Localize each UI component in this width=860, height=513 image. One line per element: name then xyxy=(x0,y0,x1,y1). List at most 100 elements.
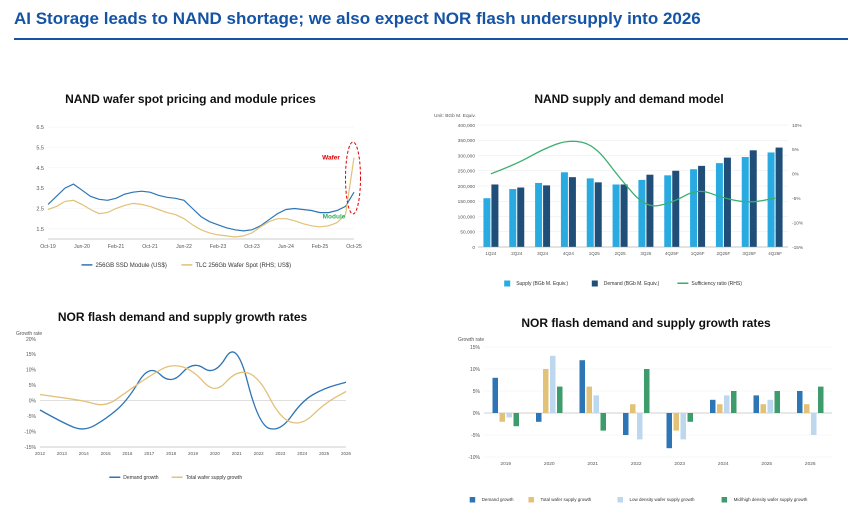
svg-text:Supply (BGb M. Equiv.): Supply (BGb M. Equiv.) xyxy=(516,281,568,287)
svg-text:2023: 2023 xyxy=(674,461,685,467)
svg-text:2.5: 2.5 xyxy=(36,206,44,212)
svg-text:4.5: 4.5 xyxy=(36,166,44,172)
svg-text:5%: 5% xyxy=(792,147,800,153)
svg-text:2013: 2013 xyxy=(57,451,68,456)
svg-text:-5%: -5% xyxy=(792,196,801,202)
svg-text:2014: 2014 xyxy=(79,451,90,456)
svg-text:1Q24: 1Q24 xyxy=(485,251,497,256)
svg-text:Feb-21: Feb-21 xyxy=(108,244,125,250)
svg-text:Growth rate: Growth rate xyxy=(16,331,42,337)
svg-text:2022: 2022 xyxy=(631,461,642,467)
svg-text:350,000: 350,000 xyxy=(458,138,476,144)
svg-text:Oct-19: Oct-19 xyxy=(40,244,56,250)
svg-text:5%: 5% xyxy=(473,389,481,395)
svg-text:300,000: 300,000 xyxy=(458,153,476,159)
nand-pricing-chart: 1.5 2.5 3.5 4.5 5.5 6.5 Oct-19 Jun-20 Feb-21 Oct-… xyxy=(36,125,362,269)
svg-text:2019: 2019 xyxy=(188,451,199,456)
svg-text:2024: 2024 xyxy=(718,461,729,467)
svg-text:3.5: 3.5 xyxy=(36,186,44,192)
svg-text:Demand (BGb M. Equiv.): Demand (BGb M. Equiv.) xyxy=(604,281,660,287)
panel-nand-pricing: NAND wafer spot pricing and module price… xyxy=(18,92,363,281)
chart-title-nand-supply-demand: NAND supply and demand model xyxy=(534,92,724,106)
svg-text:Demand growth: Demand growth xyxy=(123,475,159,481)
svg-text:-15%: -15% xyxy=(24,445,36,451)
svg-text:2018: 2018 xyxy=(166,451,177,456)
svg-text:Wafer: Wafer xyxy=(322,155,340,162)
svg-text:Growth rate: Growth rate xyxy=(458,337,484,343)
svg-text:2020: 2020 xyxy=(544,461,555,467)
svg-text:100,000: 100,000 xyxy=(458,214,476,220)
svg-text:Mid/high density wafer supply: Mid/high density wafer supply growth xyxy=(734,497,808,502)
svg-text:2019: 2019 xyxy=(500,461,511,467)
svg-text:2024: 2024 xyxy=(297,451,308,456)
svg-text:2Q26F: 2Q26F xyxy=(717,251,731,256)
nor-growth-bar-chart: Growth rate -10% -5% 0% 5% 10% 15% 2019 2020 2021… xyxy=(458,337,832,503)
svg-text:TLC 256Gb Wafer Spot (RHS; US$: TLC 256Gb Wafer Spot (RHS; US$) xyxy=(195,263,291,269)
svg-text:-10%: -10% xyxy=(792,220,804,226)
svg-text:2016: 2016 xyxy=(122,451,133,456)
svg-text:0%: 0% xyxy=(792,172,800,178)
svg-text:3Q26F: 3Q26F xyxy=(742,251,756,256)
svg-text:Oct-23: Oct-23 xyxy=(244,244,260,250)
svg-text:1Q26F: 1Q26F xyxy=(691,251,705,256)
svg-text:Jun-22: Jun-22 xyxy=(176,244,192,250)
svg-text:256GB SSD Module (US$): 256GB SSD Module (US$) xyxy=(95,263,166,269)
svg-text:3Q24: 3Q24 xyxy=(537,251,549,256)
svg-text:Demand growth: Demand growth xyxy=(482,497,514,502)
svg-text:1.5: 1.5 xyxy=(36,227,44,233)
svg-text:2025: 2025 xyxy=(319,451,330,456)
svg-text:Total wafer supply growth: Total wafer supply growth xyxy=(540,497,591,502)
nor-growth-line-chart: Growth rate -15% -10% -5% 0% 5% 10% 15% 20% 2012 2… xyxy=(16,331,352,481)
svg-text:2021: 2021 xyxy=(232,451,243,456)
panel-nor-lines: NOR flash demand and supply growth rates… xyxy=(10,310,355,493)
svg-text:Jun-24: Jun-24 xyxy=(278,244,294,250)
svg-text:2026: 2026 xyxy=(341,451,352,456)
svg-text:Sufficiency ratio (RHS): Sufficiency ratio (RHS) xyxy=(691,281,742,287)
svg-text:-10%: -10% xyxy=(468,455,480,461)
svg-text:4Q25F: 4Q25F xyxy=(665,251,679,256)
svg-text:4Q24: 4Q24 xyxy=(563,251,575,256)
svg-text:Unit: BGb M. Equiv.: Unit: BGb M. Equiv. xyxy=(434,113,476,119)
svg-text:4Q26F: 4Q26F xyxy=(768,251,782,256)
svg-text:0%: 0% xyxy=(473,411,481,417)
nand-supply-demand-chart: 0 50,000 100,000 150,000 200,000 250,000 300,0… xyxy=(434,113,804,287)
svg-text:5%: 5% xyxy=(29,383,37,389)
title-divider xyxy=(14,38,848,40)
svg-text:2020: 2020 xyxy=(210,451,221,456)
svg-text:-15%: -15% xyxy=(792,245,804,251)
page-title: AI Storage leads to NAND shortage; we al… xyxy=(14,9,701,28)
svg-text:3Q25: 3Q25 xyxy=(640,251,652,256)
svg-text:15%: 15% xyxy=(470,345,481,351)
svg-text:Jun-20: Jun-20 xyxy=(74,244,90,250)
svg-text:20%: 20% xyxy=(26,337,37,343)
panel-nor-bars: NOR flash demand and supply growth rates… xyxy=(452,316,840,513)
svg-text:-5%: -5% xyxy=(27,414,36,420)
svg-text:Oct-25: Oct-25 xyxy=(346,244,362,250)
svg-text:2026: 2026 xyxy=(805,461,816,467)
svg-text:2Q25: 2Q25 xyxy=(615,251,627,256)
svg-text:2012: 2012 xyxy=(35,451,46,456)
svg-text:2021: 2021 xyxy=(587,461,598,467)
svg-text:Low density wafer supply growt: Low density wafer supply growth xyxy=(629,497,695,502)
svg-text:Feb-25: Feb-25 xyxy=(312,244,329,250)
svg-text:15%: 15% xyxy=(26,352,37,358)
svg-text:5.5: 5.5 xyxy=(36,145,44,151)
svg-text:Module: Module xyxy=(323,214,346,221)
svg-text:2Q24: 2Q24 xyxy=(511,251,523,256)
svg-text:150,000: 150,000 xyxy=(458,199,476,205)
svg-text:-5%: -5% xyxy=(471,433,480,439)
svg-text:2025: 2025 xyxy=(761,461,772,467)
svg-text:2022: 2022 xyxy=(254,451,265,456)
svg-text:2023: 2023 xyxy=(275,451,286,456)
chart-title-nor-bars: NOR flash demand and supply growth rates xyxy=(521,316,771,330)
svg-text:2017: 2017 xyxy=(144,451,155,456)
svg-text:-10%: -10% xyxy=(24,429,36,435)
svg-text:400,000: 400,000 xyxy=(458,123,476,129)
svg-text:0: 0 xyxy=(472,245,475,251)
svg-text:Oct-21: Oct-21 xyxy=(142,244,158,250)
svg-text:10%: 10% xyxy=(26,368,37,374)
svg-text:250,000: 250,000 xyxy=(458,169,476,175)
svg-text:Feb-23: Feb-23 xyxy=(210,244,227,250)
svg-text:10%: 10% xyxy=(470,367,481,373)
